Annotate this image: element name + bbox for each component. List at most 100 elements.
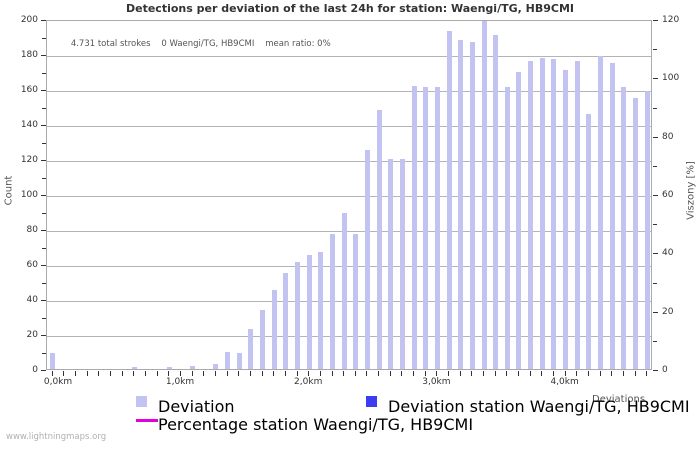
legend-label: Deviation station Waengi/TG, HB9CMI <box>388 397 690 416</box>
y-axis-right-minor-tick <box>653 49 657 51</box>
bar <box>434 87 440 369</box>
bar <box>330 234 336 369</box>
y-axis-right-tick <box>653 370 658 371</box>
x-axis-tick-label: 4,0km <box>550 377 579 387</box>
bar-series-deviation <box>47 21 651 369</box>
y-axis-left-label: Count <box>3 175 15 206</box>
bar <box>295 262 301 369</box>
y-axis-right-tick-label: 120 <box>662 15 680 25</box>
x-axis-tick <box>600 371 601 376</box>
bar <box>364 150 370 369</box>
legend-swatch <box>136 419 158 422</box>
y-axis-left-tick <box>41 125 46 126</box>
y-axis-right-minor-tick <box>653 165 657 167</box>
legend-label: Percentage station Waengi/TG, HB9CMI <box>158 415 474 434</box>
bar <box>213 363 219 369</box>
y-axis-left-tick <box>41 265 46 266</box>
y-axis-right-tick-label: 20 <box>662 306 674 317</box>
y-axis-left-tick-label: 20 <box>26 330 38 340</box>
bar <box>271 290 277 369</box>
bar <box>399 159 405 369</box>
y-axis-left-tick <box>41 195 46 196</box>
x-axis-tick <box>635 371 636 376</box>
y-axis-right-minor-tick <box>653 224 657 226</box>
x-axis-tick <box>390 371 391 376</box>
bar <box>493 34 499 369</box>
x-axis-tick <box>122 371 123 376</box>
legend: Deviation Deviation station Waengi/TG, HB… <box>0 392 700 434</box>
x-axis-tick <box>460 371 461 376</box>
bar <box>318 251 324 369</box>
bar <box>458 40 464 369</box>
gridline <box>47 91 651 92</box>
y-axis-left-tick-label: 180 <box>20 50 38 60</box>
x-axis-tick <box>401 371 402 376</box>
bar <box>528 61 534 369</box>
x-axis-tick-label: 0,0km <box>43 377 73 387</box>
x-axis-tick <box>285 371 286 376</box>
bar <box>260 309 266 369</box>
x-axis-tick <box>227 371 228 376</box>
x-axis-tick <box>553 371 554 376</box>
y-axis-right-tick-label: 0 <box>662 365 668 375</box>
x-axis-tick <box>355 371 356 376</box>
x-axis-tick <box>87 371 88 376</box>
bar <box>598 55 604 369</box>
y-axis-left: 0 20 40 60 80 100 120 140 160 180 200 <box>0 0 46 450</box>
bar <box>586 113 592 369</box>
x-axis-tick <box>75 371 76 376</box>
x-axis-tick <box>63 371 64 376</box>
bar <box>539 57 545 369</box>
y-axis-right-tick <box>653 311 658 313</box>
y-axis-left-tick <box>41 90 46 91</box>
x-axis-tick-label: 3,0km <box>422 377 451 387</box>
gridline <box>47 336 651 337</box>
y-axis-left-minor-tick <box>42 247 46 249</box>
y-axis-right-minor-tick <box>653 282 657 284</box>
x-axis-tick <box>98 371 99 376</box>
watermark: www.lightningmaps.org <box>6 432 107 442</box>
y-axis-left-minor-tick <box>42 352 46 354</box>
y-axis-left-tick-label: 160 <box>20 85 38 95</box>
gridline <box>47 301 651 302</box>
gridline <box>47 126 651 127</box>
x-axis-tick <box>588 371 589 376</box>
y-axis-left-tick-label: 0 <box>32 365 38 375</box>
y-axis-left-minor-tick <box>42 317 46 319</box>
y-axis-left-tick-label: 140 <box>20 120 38 130</box>
x-axis-tick <box>343 371 344 376</box>
x-axis-tick <box>448 371 449 376</box>
bar <box>516 71 522 369</box>
y-axis-right-tick-label: 40 <box>662 248 674 259</box>
x-axis-label: Deviations <box>592 394 646 405</box>
bar <box>190 365 196 369</box>
bar <box>341 213 347 369</box>
x-axis-tick <box>530 371 531 376</box>
y-axis-left-tick <box>41 230 46 231</box>
total-strokes-text: 4.731 total strokes <box>70 39 151 49</box>
y-axis-left-tick-label: 200 <box>20 15 38 25</box>
bar <box>574 61 580 369</box>
x-axis-tick <box>332 371 333 376</box>
y-axis-right-tick <box>653 20 658 21</box>
y-axis-right-tick-label: 100 <box>662 73 680 84</box>
chart-title: Detections per deviation of the last 24h… <box>126 2 574 15</box>
y-axis-left-minor-tick <box>42 72 46 74</box>
x-axis-tick <box>192 371 193 376</box>
legend-label: Deviation <box>158 397 235 416</box>
y-axis-left-tick-label: 100 <box>20 190 38 200</box>
bar <box>469 41 475 369</box>
bar <box>353 234 359 369</box>
y-axis-left-minor-tick <box>42 282 46 284</box>
x-axis-tick <box>506 371 507 376</box>
x-axis-tick-label: 1,0km <box>165 377 195 387</box>
bar <box>423 87 429 369</box>
y-axis-right-tick-label: 60 <box>662 190 674 200</box>
x-axis-tick <box>145 371 146 376</box>
x-axis-tick <box>413 371 414 376</box>
x-axis-tick <box>203 371 204 376</box>
y-axis-left-tick <box>41 300 46 301</box>
y-axis-right-label: Viszony [%] <box>685 161 697 220</box>
x-axis-tick <box>110 371 111 376</box>
